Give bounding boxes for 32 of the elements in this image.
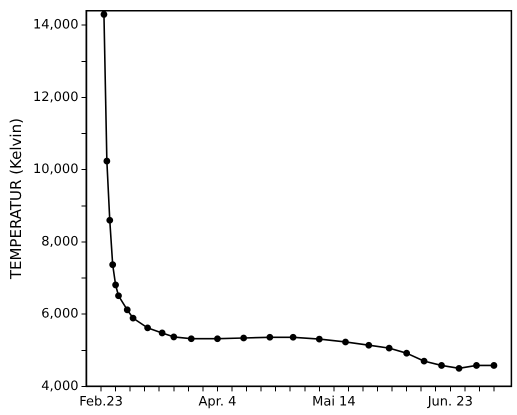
y-axis-title: TEMPERATUR (Kelvin) [6,118,25,280]
point [144,324,152,332]
point [158,330,166,336]
x-tick-label: Apr. 4 [198,394,236,410]
x-tick-label: Feb.23 [79,394,123,410]
point [386,344,393,352]
point [214,335,221,342]
y-tick-label: 4,000 [41,378,78,394]
point [115,292,122,300]
point [124,306,131,314]
point [490,362,498,369]
point [473,362,480,369]
point [438,362,445,369]
y-tick-label: 8,000 [41,234,78,250]
y-tick-label: 14,000 [32,18,78,33]
point [240,334,248,342]
point [456,364,462,372]
y-tick-label: 12,000 [32,90,78,105]
point [403,350,410,357]
point [130,314,136,322]
point [188,335,195,342]
point [266,334,274,341]
point [420,358,428,365]
point [342,338,349,346]
y-tick-label: 10,000 [32,162,78,178]
x-tick-label: Jun. 23 [426,394,473,410]
y-tick-label: 6,000 [41,306,78,322]
point [316,336,323,342]
point [365,342,372,349]
point [290,334,297,341]
x-tick-label: Mai 14 [312,394,356,410]
point [170,334,178,340]
